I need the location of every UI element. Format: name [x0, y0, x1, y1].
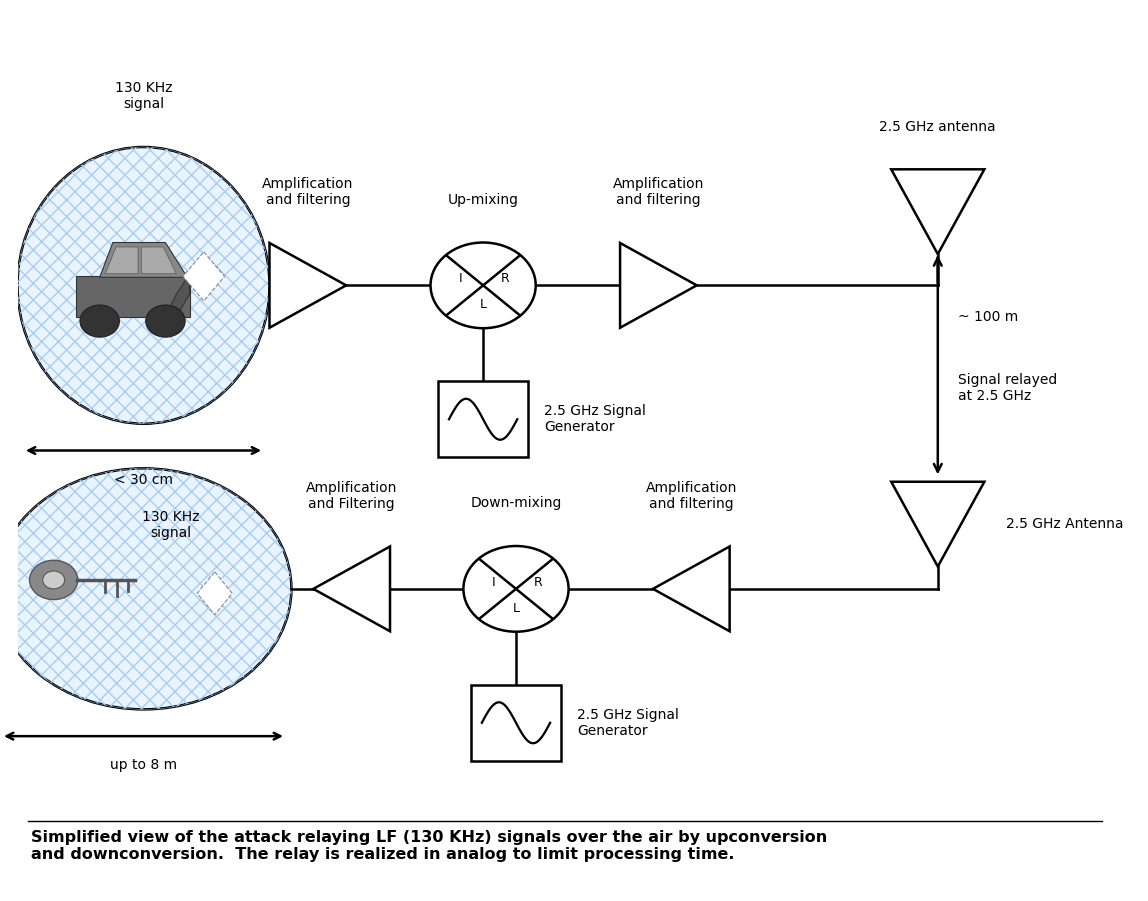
Polygon shape	[100, 242, 187, 278]
Ellipse shape	[17, 147, 270, 423]
Circle shape	[464, 546, 568, 632]
Text: L: L	[480, 298, 487, 311]
Circle shape	[0, 469, 292, 709]
Text: 2.5 GHz Signal
Generator: 2.5 GHz Signal Generator	[544, 405, 646, 434]
Text: 130 KHz
signal: 130 KHz signal	[142, 510, 200, 540]
Text: < 30 cm: < 30 cm	[114, 473, 173, 487]
Polygon shape	[653, 547, 730, 632]
Polygon shape	[141, 247, 177, 274]
Text: Amplification
and filtering: Amplification and filtering	[645, 480, 737, 511]
Polygon shape	[197, 572, 232, 614]
Polygon shape	[891, 169, 984, 254]
Bar	[439, 381, 528, 457]
Polygon shape	[106, 247, 138, 274]
Text: up to 8 m: up to 8 m	[110, 759, 177, 772]
Text: ~ 100 m: ~ 100 m	[957, 310, 1018, 323]
Text: Up-mixing: Up-mixing	[448, 193, 519, 207]
Text: R: R	[501, 272, 510, 286]
Text: 2.5 GHz Signal
Generator: 2.5 GHz Signal Generator	[577, 707, 680, 738]
Circle shape	[30, 560, 78, 599]
Text: I: I	[492, 576, 496, 589]
Text: 130 KHz
signal: 130 KHz signal	[115, 81, 172, 112]
Text: Amplification
and Filtering: Amplification and Filtering	[307, 480, 397, 511]
Polygon shape	[165, 278, 189, 316]
Text: 2.5 GHz antenna: 2.5 GHz antenna	[879, 120, 996, 133]
Bar	[471, 685, 561, 760]
Text: R: R	[534, 576, 543, 589]
Polygon shape	[313, 547, 390, 632]
Polygon shape	[183, 252, 225, 301]
Text: Signal relayed
at 2.5 GHz: Signal relayed at 2.5 GHz	[957, 373, 1057, 403]
Bar	[76, 277, 189, 316]
Text: Amplification
and filtering: Amplification and filtering	[613, 177, 704, 207]
Text: I: I	[459, 272, 463, 286]
Circle shape	[80, 305, 119, 337]
Polygon shape	[270, 243, 347, 328]
Text: Down-mixing: Down-mixing	[471, 496, 561, 510]
Circle shape	[146, 305, 185, 337]
Text: Amplification
and filtering: Amplification and filtering	[262, 177, 354, 207]
Text: Simplified view of the attack relaying LF (130 KHz) signals over the air by upco: Simplified view of the attack relaying L…	[31, 830, 827, 862]
Text: L: L	[512, 602, 520, 614]
Circle shape	[430, 242, 536, 328]
Polygon shape	[620, 243, 697, 328]
Polygon shape	[891, 482, 984, 567]
Text: 2.5 GHz Antenna: 2.5 GHz Antenna	[1007, 517, 1124, 532]
Circle shape	[42, 571, 64, 589]
